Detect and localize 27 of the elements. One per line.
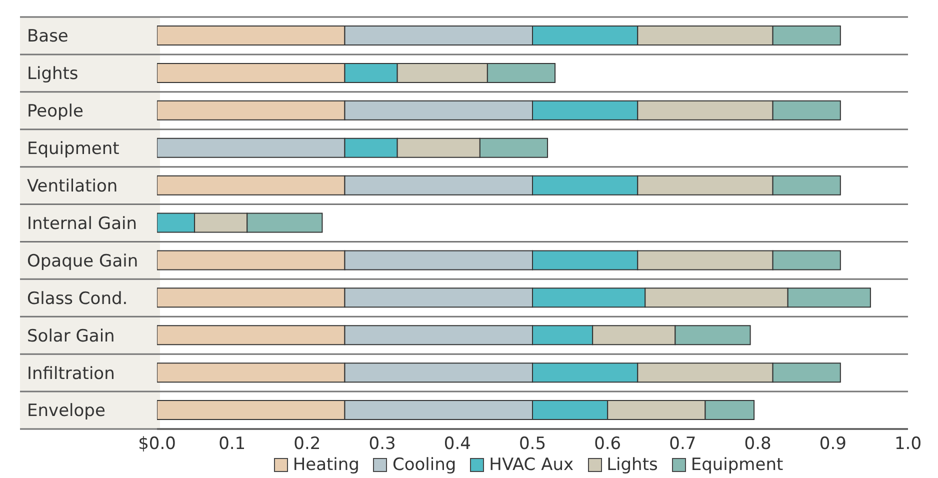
x-tick-label: 0.2 [294, 434, 321, 454]
y-tick-label: Internal Gain [27, 214, 138, 234]
x-tick-label: 0.6 [594, 434, 622, 454]
y-tick-label: Solar Gain [27, 326, 115, 346]
x-tick-label: 0.3 [368, 434, 396, 454]
x-tick-label: 1.0 [894, 434, 922, 454]
x-tick-label: $0.0 [138, 434, 176, 454]
x-tick-label: 0.7 [669, 434, 696, 454]
y-tick-label: Equipment [27, 139, 120, 160]
y-tick-label: Opaque Gain [27, 251, 138, 272]
legend-label: Lights [606, 455, 658, 475]
x-tick-label: 0.5 [518, 434, 546, 454]
y-tick-label: Envelope [27, 401, 106, 422]
x-tick-label: 0.8 [744, 434, 772, 454]
y-tick-label: Base [27, 26, 68, 47]
x-tick-label: 0.1 [218, 434, 246, 454]
y-tick-label: People [27, 102, 84, 122]
legend-label: Cooling [392, 455, 456, 475]
x-tick-label: 0.9 [819, 434, 846, 454]
legend-label: Heating [292, 455, 360, 475]
y-tick-label: Glass Cond. [27, 288, 128, 309]
x-tick-label: 0.4 [444, 434, 471, 454]
y-tick-label: Ventilation [27, 176, 118, 196]
y-tick-label: Lights [27, 64, 78, 84]
legend-label: HVAC Aux [489, 455, 574, 475]
y-tick-label: Infiltration [27, 364, 115, 384]
legend-label: Equipment [690, 455, 784, 475]
